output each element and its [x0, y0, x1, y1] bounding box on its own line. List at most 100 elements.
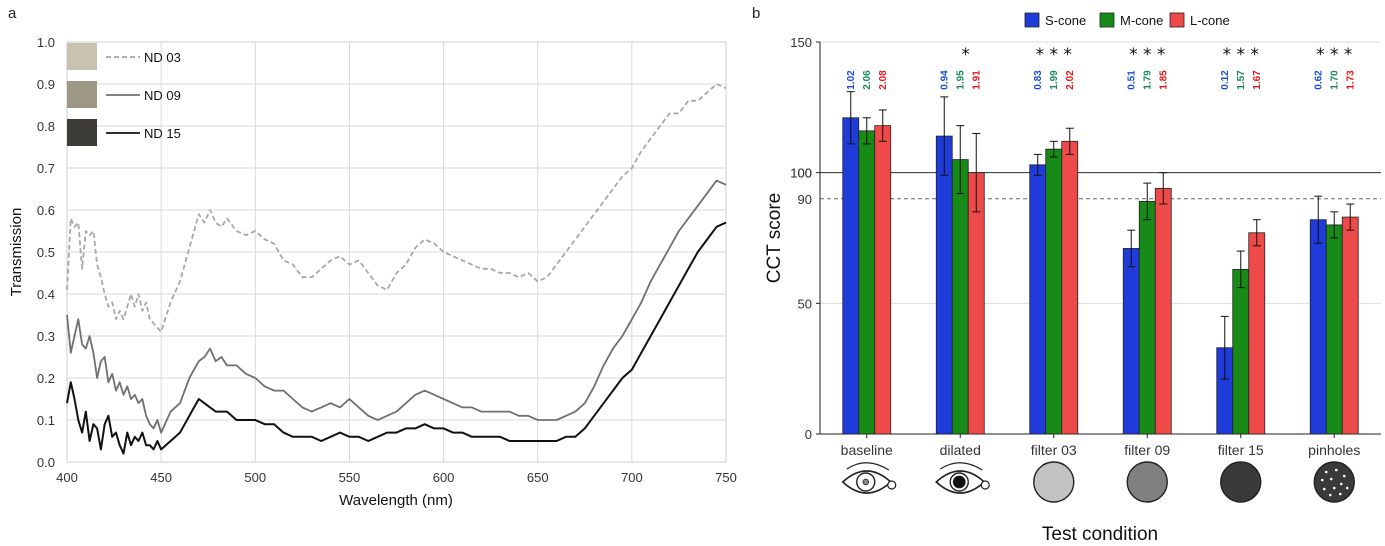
category-label: pinholes	[1308, 442, 1360, 458]
category-label: baseline	[841, 442, 893, 458]
y-tick-label: 0.4	[37, 287, 55, 302]
eye-dilated-icon	[935, 462, 990, 494]
pinhole	[1342, 474, 1346, 478]
legend-label: ND 03	[144, 50, 181, 65]
panel-b-ratio-labels: 1.02 2.06 2.08 0.94 1.95 1.91 0.83 1.99 2.02 0.51…	[846, 70, 1357, 90]
pinhole	[1320, 478, 1324, 482]
bar-s-cone-dilated	[935, 135, 953, 435]
panel-a-gridlines	[66, 41, 727, 463]
ratio-label: 1.57	[1236, 70, 1247, 90]
y-tick-label: 0.7	[37, 161, 55, 176]
bar-m-cone-filter-03	[1045, 148, 1063, 435]
bar-s-cone-filter-03	[1029, 164, 1047, 435]
panel-a-y-ticks: 0.0 0.1 0.2 0.3 0.4 0.5 0.6 0.7 0.8 0.9 1.0	[37, 35, 55, 470]
significance-stars: * * *	[1223, 45, 1259, 65]
y-tick-label: 50	[798, 296, 812, 311]
tear-duct	[980, 480, 990, 490]
bar-m-cone-baseline	[858, 130, 876, 435]
pinhole	[1328, 493, 1332, 497]
pinhole	[1324, 470, 1328, 474]
pinhole	[1339, 482, 1343, 486]
ratio-label: 1.85	[1158, 70, 1169, 90]
pinhole	[1332, 486, 1336, 490]
series-line-nd-03	[66, 83, 727, 333]
eye-normal-icon	[841, 462, 897, 494]
category-label: filter 15	[1218, 442, 1264, 458]
bar-m-cone-filter-09	[1138, 201, 1156, 435]
legend-swatch	[1169, 12, 1185, 28]
panel-b-legend: S-cone M-cone L-cone	[1024, 12, 1230, 28]
tear-duct	[887, 480, 897, 490]
significance-stars: * * *	[1129, 45, 1165, 65]
legend-label: ND 15	[144, 126, 181, 141]
y-tick-label: 0.3	[37, 329, 55, 344]
x-tick-label: 550	[339, 470, 361, 485]
disc	[1220, 461, 1262, 503]
bar-m-cone-pinholes	[1325, 224, 1343, 435]
x-tick-label: 600	[433, 470, 455, 485]
reference-tick-label: 100	[790, 166, 812, 181]
y-tick-label: 100	[790, 166, 812, 181]
panel-b-significance-stars: * * * * * * * * * * * * *	[951, 45, 1353, 65]
panel-b-condition-icons	[841, 461, 1355, 503]
disc	[1033, 461, 1075, 503]
ratio-label: 1.73	[1345, 70, 1356, 90]
significance-stars: * * *	[1036, 45, 1072, 65]
y-tick-label: 0.2	[37, 371, 55, 386]
bar-l-cone-pinholes	[1341, 216, 1359, 435]
eyebrow-line	[939, 462, 983, 471]
pinhole	[1338, 492, 1342, 496]
eyebrow-line	[846, 462, 890, 471]
x-tick-label: 700	[621, 470, 643, 485]
x-tick-label: 500	[244, 470, 266, 485]
panel-a-x-ticks: 400 450 500 550 600 650 700 750	[56, 470, 737, 485]
ratio-label: 2.06	[862, 70, 873, 90]
pinhole	[1334, 468, 1338, 472]
x-tick-label: 750	[715, 470, 737, 485]
bar-s-cone-pinholes	[1309, 219, 1327, 435]
ratio-label: 0.12	[1220, 70, 1231, 90]
significance-stars: *	[951, 45, 970, 65]
ratio-label: 0.94	[939, 70, 950, 90]
ratio-label: 1.95	[955, 70, 966, 90]
bar-l-cone-filter-03	[1061, 140, 1079, 435]
panel-b-x-axis-label: Test condition	[1042, 524, 1158, 545]
y-tick-label: 150	[790, 35, 812, 50]
y-tick-label: 0	[805, 427, 812, 442]
y-tick-label: 0.1	[37, 413, 55, 428]
legend-label: S-cone	[1045, 13, 1086, 28]
panel-b-bars	[842, 91, 1359, 435]
filter-swatch	[67, 119, 97, 146]
ratio-label: 1.91	[971, 70, 982, 90]
y-tick-label: 0.0	[37, 455, 55, 470]
ratio-label: 2.02	[1065, 70, 1076, 90]
legend-swatch	[1099, 12, 1115, 28]
category-label: filter 03	[1031, 442, 1077, 458]
panel-a-y-axis-label: Transmission	[8, 208, 25, 297]
panel-b-category-labels: baseline dilated filter 03 filter 09 filter …	[841, 434, 1360, 458]
mid-grey-disc-icon	[1126, 461, 1168, 503]
pinhole	[1322, 487, 1326, 491]
x-tick-label: 450	[150, 470, 172, 485]
y-tick-label: 0.8	[37, 119, 55, 134]
legend-label: L-cone	[1190, 13, 1230, 28]
ratio-label: 0.51	[1126, 70, 1137, 90]
category-label: filter 09	[1124, 442, 1170, 458]
reference-tick-label: 90	[798, 192, 812, 207]
panel-a-series-lines	[66, 83, 727, 455]
category-label: dilated	[940, 442, 981, 458]
bar-l-cone-baseline	[874, 125, 892, 435]
legend-swatch	[1024, 12, 1040, 28]
filter-swatch	[67, 81, 97, 108]
y-tick-label: 0.5	[37, 245, 55, 260]
ratio-label: 2.08	[878, 70, 889, 90]
panel-a-legend: ND 03 ND 09 ND 15	[67, 43, 181, 146]
dark-grey-disc-icon	[1220, 461, 1262, 503]
x-tick-label: 400	[56, 470, 78, 485]
ratio-label: 1.79	[1142, 70, 1153, 90]
pupil	[862, 478, 869, 486]
bar-m-cone-filter-15	[1232, 268, 1250, 435]
pinhole	[1345, 486, 1349, 490]
light-grey-disc-icon	[1033, 461, 1075, 503]
